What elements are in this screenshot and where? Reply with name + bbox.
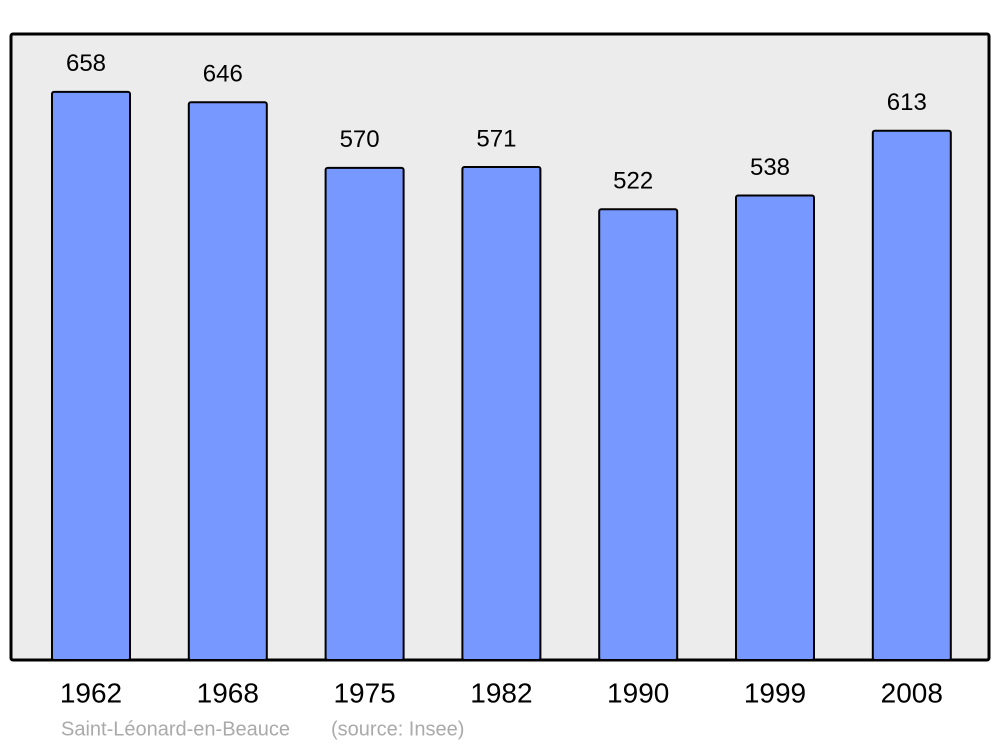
- value-label: 538: [750, 154, 790, 181]
- x-tick-label: 1975: [333, 677, 395, 708]
- value-label: 613: [887, 89, 927, 116]
- value-label: 571: [476, 125, 516, 152]
- x-tick-label: 1982: [470, 677, 532, 708]
- value-label: 646: [203, 61, 243, 88]
- bar: [871, 129, 952, 662]
- source: (source: Insee): [331, 718, 464, 740]
- value-label: 522: [613, 168, 653, 195]
- value-label: 570: [340, 126, 380, 153]
- x-tick-label: 1962: [60, 677, 122, 708]
- x-tick-label: 2008: [881, 677, 943, 708]
- x-tick-label: 1999: [744, 677, 806, 708]
- x-tick-label: 1968: [197, 677, 259, 708]
- bar: [51, 90, 131, 662]
- caption: Saint-Léonard-en-Beauce: [61, 718, 290, 740]
- value-label: 658: [66, 50, 106, 77]
- bar: [187, 101, 268, 662]
- bar: [735, 194, 815, 662]
- bar: [461, 165, 542, 661]
- x-tick-label: 1990: [607, 677, 669, 708]
- bar: [324, 166, 405, 662]
- bar: [598, 208, 679, 661]
